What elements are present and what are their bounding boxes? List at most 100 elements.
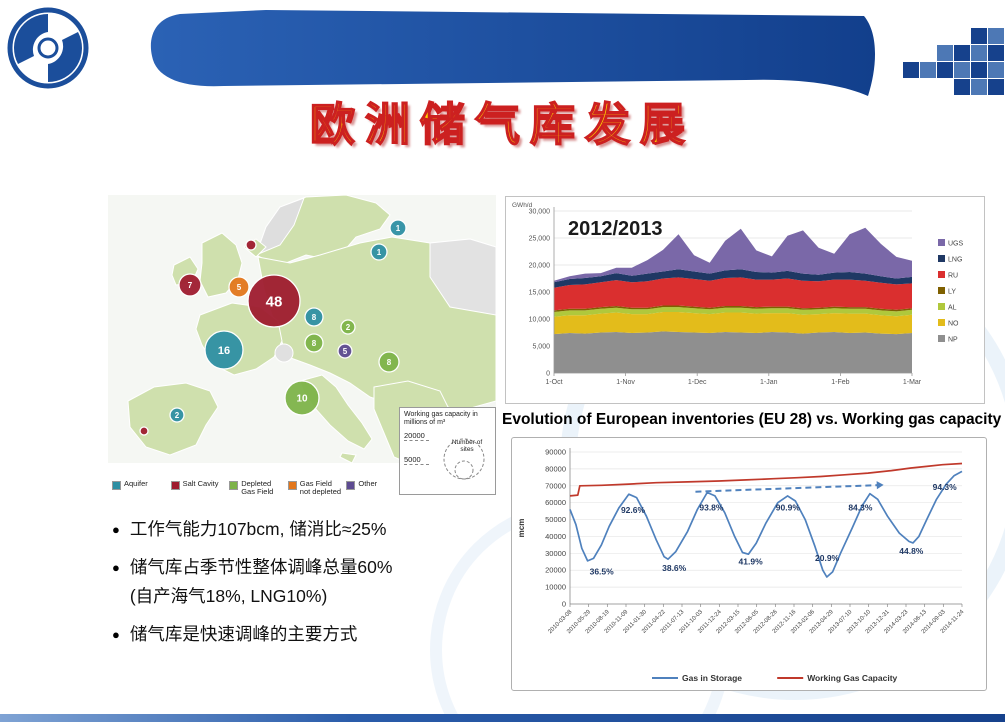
storage-bubble: 16 [204,330,244,370]
annotation-label: 44.8% [899,546,924,556]
annotation-label: 36.5% [590,566,615,576]
svg-text:Working Gas Capacity: Working Gas Capacity [807,673,897,683]
annotation-label: 92.6% [621,505,646,515]
legend-label: Aquifer [124,478,148,488]
bullet-dot-icon: ● [112,522,120,537]
svg-text:16: 16 [218,345,230,357]
legend-label: Salt Cavity [182,478,219,488]
svg-text:2: 2 [175,411,180,420]
capacity-small-value: 5000 [404,455,429,466]
capacity-circles-icon [437,429,491,485]
cnooc-logo-icon [7,7,89,89]
annotation-label: 93.8% [699,502,724,512]
svg-text:70000: 70000 [545,481,566,490]
annotation-label: 94.3% [933,482,958,492]
svg-text:Gas in Storage: Gas in Storage [682,673,742,683]
storage-bubble: 8 [304,307,324,327]
legend-swatch-icon [229,480,239,490]
svg-text:1-Jan: 1-Jan [760,379,778,386]
capacity-large-value: 20000 [404,431,429,442]
annotation-label: 20.9% [815,553,840,563]
capacity-box-title: Working gas capacity in millions of m³ [404,411,478,427]
map-legend-item: Gas Field not depleted [287,478,342,497]
svg-text:30000: 30000 [545,549,566,558]
svg-text:5,000: 5,000 [532,344,550,351]
storage-bubble: 2 [340,319,356,335]
storage-bubble: 1 [370,243,388,261]
evolution-svg: 0 10000 20000 30000 40000 50000 60000 70000 8000… [517,448,966,684]
bullet-item: ● 储气库是快速调峰的主要方式 [112,623,514,647]
storage-bubble: 5 [337,343,353,359]
working-gas-capacity-legend: Working gas capacity in millions of m³ 2… [399,407,496,495]
bullet-text: 储气库占季节性整体调峰总量60% [129,556,393,577]
map-legend-item: Aquifer [112,478,166,490]
seasonal-supply-svg: 0 5,000 10,000 15,000 20,000 25,000 30,000 1-Oc… [512,202,964,386]
slide-title: 欧洲储气库发展 [309,98,695,151]
storage-bubble: 8 [304,333,324,353]
seasonal-supply-chart: 0 5,000 10,000 15,000 20,000 25,000 30,000 1-Oc… [505,196,985,404]
map-legend-item: Other [346,478,400,490]
svg-text:0: 0 [562,600,566,609]
bullet-item: ● 储气库占季节性整体调峰总量60% (自产海气18%, LNG10%) [112,556,514,609]
svg-text:5: 5 [343,347,348,356]
svg-text:UGS: UGS [948,241,964,248]
svg-text:RU: RU [948,273,958,280]
bullet-subtext: (自产海气18%, LNG10%) [129,586,328,607]
svg-text:GWh/d: GWh/d [512,202,533,209]
cnooc-logo [6,6,90,90]
svg-text:0: 0 [546,371,550,378]
map-legend: Aquifer Salt Cavity Depleted Gas Field Gas … [112,478,400,497]
svg-text:1-Dec: 1-Dec [688,379,707,386]
annotation-label: 90.9% [776,502,801,512]
storage-bubble [139,426,149,436]
svg-text:2: 2 [346,323,351,332]
annotation-label: 84.3% [848,502,873,512]
storage-bubble: 2 [169,407,185,423]
capacity-sites-label: Number of sites [451,438,483,453]
svg-text:30,000: 30,000 [529,209,551,216]
legend-swatch-icon [346,480,356,490]
svg-text:8: 8 [312,313,317,322]
europe-map-panel: 1 1 7 5 48 8 16 8 2 5 8 10 2 Aquifer Salt Cavity Deple… [108,195,496,497]
svg-text:NO: NO [948,321,959,328]
storage-bubble: 10 [284,380,320,416]
svg-text:mcm: mcm [517,519,526,538]
bullet-list: ● 工作气能力107bcm, 储消比≈25% ● 储气库占季节性整体调峰总量60% (自… [112,518,514,661]
svg-text:1-Nov: 1-Nov [616,379,635,386]
svg-text:AL: AL [948,305,957,312]
svg-text:2012/2013: 2012/2013 [568,218,663,240]
map-legend-item: Depleted Gas Field [229,478,283,497]
legend-label: Gas Field not depleted [299,478,342,497]
svg-text:20000: 20000 [545,566,566,575]
legend-label: Other [358,478,378,488]
map-legend-item: Salt Cavity [170,478,225,490]
checker-pattern [858,28,1005,100]
evolution-chart: 0 10000 20000 30000 40000 50000 60000 70000 8000… [511,437,987,691]
svg-text:NP: NP [948,337,958,344]
svg-text:90000: 90000 [545,448,566,457]
svg-text:60000: 60000 [545,498,566,507]
svg-text:LNG: LNG [948,257,962,264]
svg-text:1-Oct: 1-Oct [545,379,562,386]
storage-bubble: 48 [247,274,301,328]
svg-text:48: 48 [266,293,283,310]
header-banner [146,8,880,96]
storage-bubble: 8 [378,351,400,373]
bubbles-layer: 1 1 7 5 48 8 16 8 2 5 8 10 2 [139,219,407,436]
bottom-bar [0,714,1005,722]
annotation-label: 38.6% [662,563,687,573]
svg-text:8: 8 [387,358,392,367]
svg-text:25,000: 25,000 [529,236,551,243]
svg-text:LY: LY [948,289,956,296]
svg-text:10,000: 10,000 [529,317,551,324]
legend-label: Depleted Gas Field [241,478,274,497]
svg-text:10: 10 [296,394,308,405]
bullet-item: ● 工作气能力107bcm, 储消比≈25% [112,518,514,542]
annotation-label: 41.9% [739,556,764,566]
bullet-text: 工作气能力107bcm, 储消比≈25% [129,519,387,539]
svg-text:20,000: 20,000 [529,263,551,270]
legend-swatch-icon [170,480,180,490]
storage-bubble: 7 [178,273,202,297]
bullet-dot-icon: ● [112,626,120,642]
